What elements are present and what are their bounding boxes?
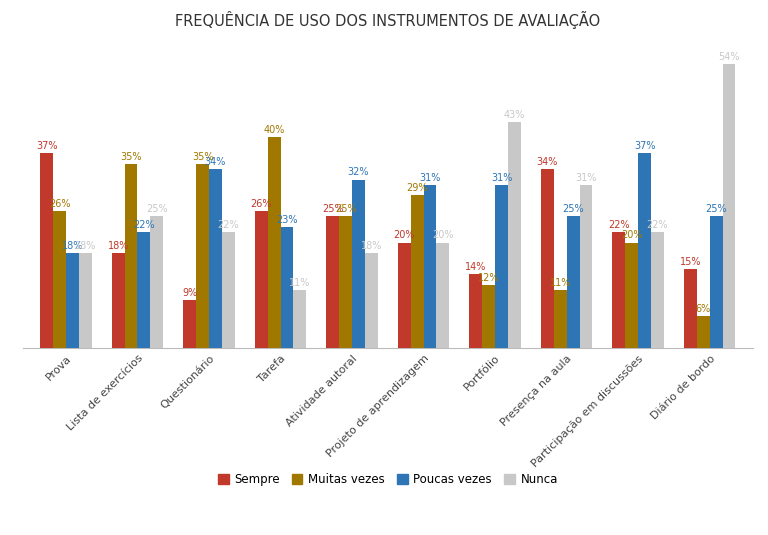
Bar bbox=[651, 232, 664, 348]
Bar bbox=[293, 290, 306, 348]
Bar bbox=[723, 64, 736, 348]
Bar bbox=[482, 285, 495, 348]
Text: 6%: 6% bbox=[696, 304, 711, 314]
Text: 26%: 26% bbox=[250, 199, 272, 209]
Bar bbox=[151, 216, 164, 348]
Bar bbox=[53, 211, 66, 348]
Text: 25%: 25% bbox=[335, 204, 356, 214]
Text: 18%: 18% bbox=[108, 241, 129, 251]
Text: 43%: 43% bbox=[504, 110, 525, 119]
Bar bbox=[625, 242, 638, 348]
Text: 25%: 25% bbox=[705, 204, 727, 214]
Text: 26%: 26% bbox=[49, 199, 70, 209]
Bar bbox=[222, 232, 235, 348]
Bar bbox=[411, 195, 424, 348]
Text: 15%: 15% bbox=[680, 257, 701, 267]
Bar bbox=[209, 169, 222, 348]
Title: FREQUÊNCIA DE USO DOS INSTRUMENTOS DE AVALIAÇÃO: FREQUÊNCIA DE USO DOS INSTRUMENTOS DE AV… bbox=[175, 11, 601, 29]
Bar bbox=[255, 211, 268, 348]
Bar bbox=[612, 232, 625, 348]
Text: 40%: 40% bbox=[263, 125, 285, 135]
Text: 11%: 11% bbox=[550, 278, 571, 288]
Text: 31%: 31% bbox=[491, 173, 512, 182]
Bar bbox=[508, 121, 521, 348]
Bar bbox=[79, 253, 91, 348]
Bar bbox=[684, 269, 697, 348]
Legend: Sempre, Muitas vezes, Poucas vezes, Nunca: Sempre, Muitas vezes, Poucas vezes, Nunc… bbox=[214, 470, 561, 490]
Bar bbox=[554, 290, 567, 348]
Text: 34%: 34% bbox=[205, 157, 226, 167]
Text: 18%: 18% bbox=[361, 241, 382, 251]
Text: 22%: 22% bbox=[217, 220, 239, 230]
Bar bbox=[280, 227, 293, 348]
Bar bbox=[137, 232, 151, 348]
Text: 25%: 25% bbox=[322, 204, 343, 214]
Bar bbox=[124, 164, 137, 348]
Text: 18%: 18% bbox=[61, 241, 83, 251]
Text: 31%: 31% bbox=[419, 173, 441, 182]
Text: 22%: 22% bbox=[647, 220, 668, 230]
Text: 18%: 18% bbox=[74, 241, 96, 251]
Bar bbox=[339, 216, 352, 348]
Text: 22%: 22% bbox=[608, 220, 630, 230]
Bar bbox=[66, 253, 79, 348]
Text: 25%: 25% bbox=[562, 204, 584, 214]
Bar bbox=[436, 242, 449, 348]
Text: 20%: 20% bbox=[432, 231, 454, 241]
Bar bbox=[710, 216, 723, 348]
Bar bbox=[638, 153, 651, 348]
Text: 29%: 29% bbox=[406, 183, 428, 193]
Bar bbox=[111, 253, 124, 348]
Bar bbox=[352, 180, 365, 348]
Bar bbox=[365, 253, 378, 348]
Text: 35%: 35% bbox=[192, 151, 214, 162]
Text: 35%: 35% bbox=[121, 151, 142, 162]
Text: 12%: 12% bbox=[478, 272, 499, 282]
Bar bbox=[697, 316, 710, 348]
Bar bbox=[567, 216, 580, 348]
Text: 31%: 31% bbox=[575, 173, 597, 182]
Text: 20%: 20% bbox=[621, 231, 643, 241]
Text: 20%: 20% bbox=[393, 231, 415, 241]
Text: 34%: 34% bbox=[537, 157, 558, 167]
Text: 37%: 37% bbox=[634, 141, 655, 151]
Text: 32%: 32% bbox=[348, 167, 369, 178]
Bar bbox=[398, 242, 411, 348]
Text: 54%: 54% bbox=[718, 52, 740, 62]
Text: 23%: 23% bbox=[276, 215, 298, 225]
Text: 22%: 22% bbox=[133, 220, 154, 230]
Bar bbox=[424, 185, 436, 348]
Text: 37%: 37% bbox=[36, 141, 58, 151]
Text: 9%: 9% bbox=[182, 288, 197, 299]
Bar bbox=[184, 301, 196, 348]
Bar bbox=[495, 185, 508, 348]
Text: 14%: 14% bbox=[465, 262, 486, 272]
Bar bbox=[40, 153, 53, 348]
Text: 25%: 25% bbox=[146, 204, 167, 214]
Bar bbox=[469, 274, 482, 348]
Bar bbox=[196, 164, 209, 348]
Text: 11%: 11% bbox=[290, 278, 310, 288]
Bar bbox=[326, 216, 339, 348]
Bar bbox=[580, 185, 592, 348]
Bar bbox=[541, 169, 554, 348]
Bar bbox=[268, 137, 280, 348]
